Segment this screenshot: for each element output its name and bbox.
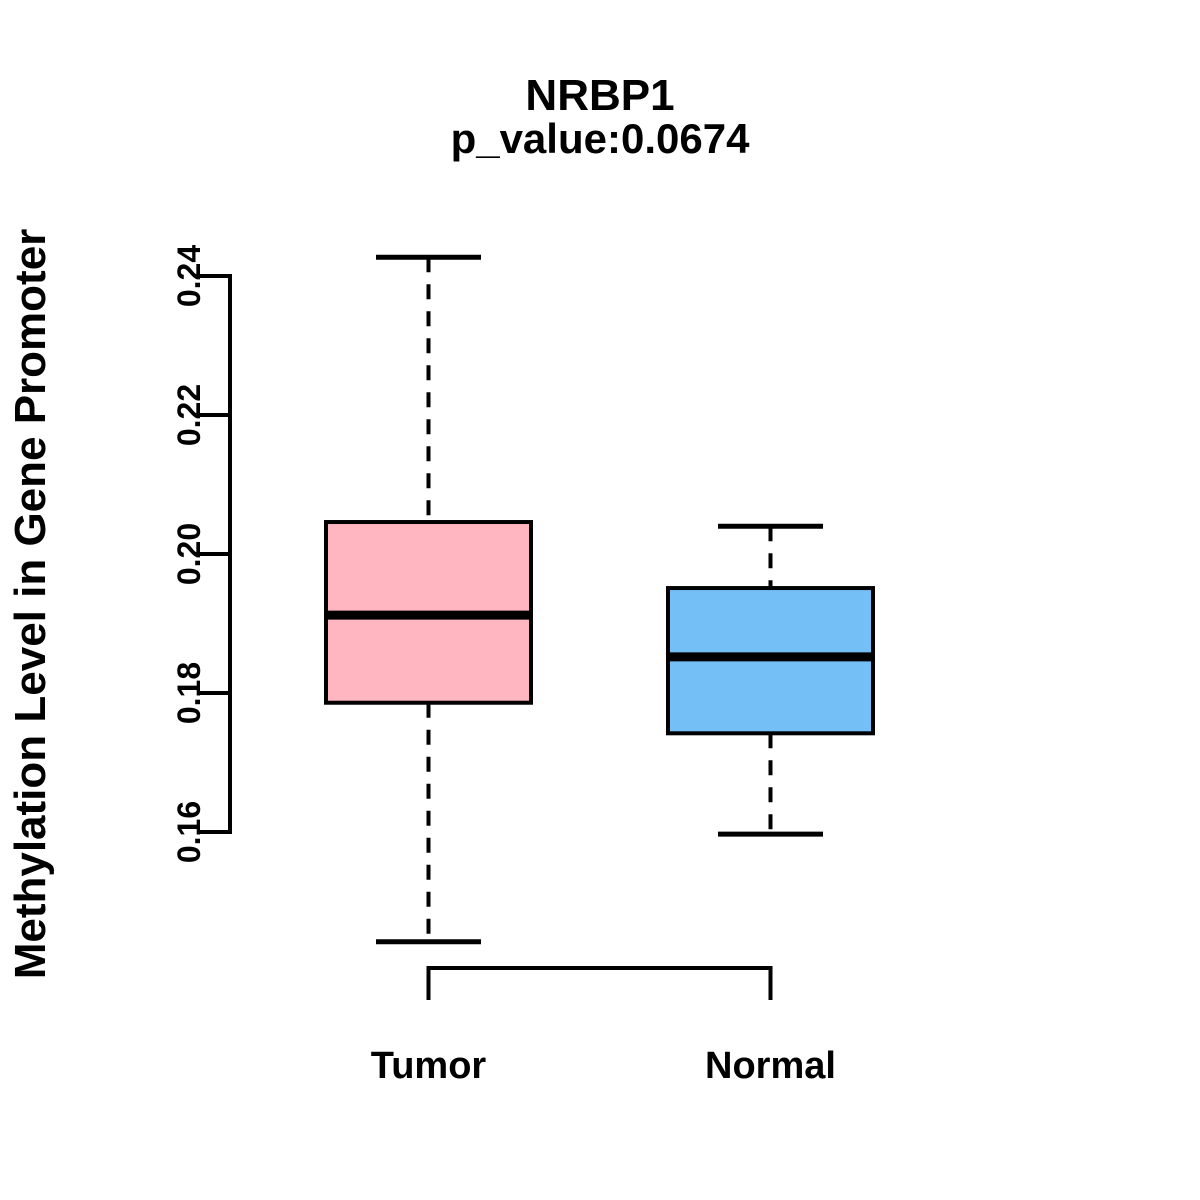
y-axis-tick-label: 0.18: [171, 662, 207, 724]
y-axis-tick-label: 0.20: [171, 523, 207, 585]
plot-elements: 0.16 0.18 0.20 0.22 0.24 Tumor Normal: [171, 245, 875, 1087]
x-axis-category-label-tumor: Tumor: [371, 1045, 487, 1087]
y-axis-tick-label: 0.16: [171, 801, 207, 863]
y-axis-tick-label: 0.24: [171, 245, 207, 307]
x-axis-category-label-normal: Normal: [705, 1045, 836, 1087]
chart-subtitle: p_value:0.0674: [451, 115, 751, 162]
y-axis-tick-label: 0.22: [171, 384, 207, 446]
chart-title: NRBP1: [525, 71, 674, 120]
y-axis-title: Methylation Level in Gene Promoter: [6, 229, 55, 980]
